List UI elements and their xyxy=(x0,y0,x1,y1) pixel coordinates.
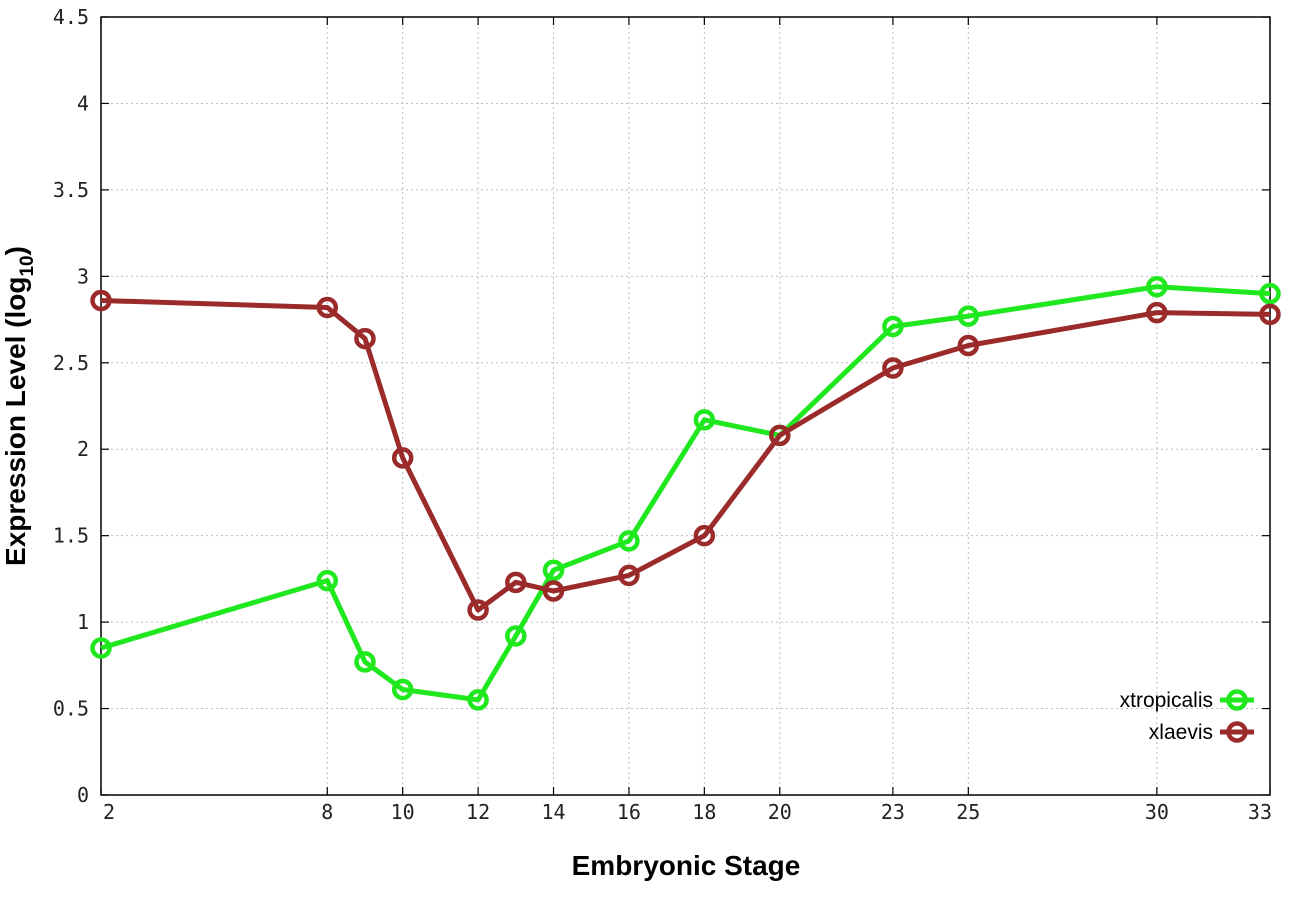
legend-item-xtropicalis: xtropicalis xyxy=(1120,689,1254,712)
data-point-xtropicalis xyxy=(1146,275,1168,298)
x-tick-label: 33 xyxy=(1248,800,1272,824)
x-tick-label: 12 xyxy=(466,800,490,824)
x-tick-label: 2 xyxy=(103,800,115,824)
x-tick-label: 18 xyxy=(692,800,716,824)
legend-label: xlaevis xyxy=(1149,721,1213,744)
data-point-xlaevis xyxy=(90,289,112,312)
data-point-xtropicalis xyxy=(467,689,489,711)
grid-lines xyxy=(101,17,1270,795)
series-xtropicalis xyxy=(90,275,1281,711)
data-point-xlaevis xyxy=(693,524,716,547)
data-point-xlaevis xyxy=(882,357,904,379)
y-tick-label: 3.5 xyxy=(53,178,89,202)
data-point-xlaevis xyxy=(542,580,565,602)
y-tick-label: 3 xyxy=(77,264,89,288)
legend-swatch-marker xyxy=(1226,721,1248,743)
data-point-xlaevis xyxy=(957,334,980,357)
legend-swatch-marker xyxy=(1226,689,1248,711)
data-point-xlaevis xyxy=(618,564,640,587)
data-point-xlaevis xyxy=(769,424,791,447)
y-tick-label: 2 xyxy=(77,437,89,461)
data-point-xtropicalis xyxy=(354,651,376,673)
x-tick-label: 10 xyxy=(391,800,415,824)
series-line-xtropicalis xyxy=(100,284,1271,703)
data-point-xtropicalis xyxy=(542,559,565,581)
y-tick-label: 4 xyxy=(77,91,89,115)
series-layer xyxy=(90,275,1281,711)
data-point-xtropicalis xyxy=(316,569,339,592)
legend: xtropicalis xlaevis xyxy=(1120,689,1254,744)
x-tick-label: 16 xyxy=(617,800,641,824)
data-point-xtropicalis xyxy=(957,305,980,327)
y-tick-label: 0 xyxy=(77,783,89,807)
x-tick-label: 23 xyxy=(881,800,905,824)
x-tick-label: 8 xyxy=(321,800,333,824)
data-point-xlaevis xyxy=(1259,303,1281,326)
series-xlaevis xyxy=(90,289,1281,621)
data-point-xlaevis xyxy=(467,599,489,621)
data-point-xlaevis xyxy=(1146,301,1168,324)
y-tick-label: 4.5 xyxy=(53,5,89,29)
data-point-xlaevis xyxy=(505,571,527,594)
y-tick-label: 1 xyxy=(77,610,89,634)
data-point-xtropicalis xyxy=(693,409,716,431)
x-tick-label: 25 xyxy=(956,800,980,824)
plot-frame xyxy=(100,16,1271,796)
data-point-xlaevis xyxy=(316,296,339,319)
data-point-xtropicalis xyxy=(90,637,112,659)
y-tick-label: 2.5 xyxy=(53,351,89,375)
axis-ticks: 0 0.5 1 1.5 2 2.5 3 3.5 4 4.5 2 8 10 12 14 16 18 20 23 25 30… xyxy=(53,5,1272,824)
data-point-xlaevis xyxy=(391,447,414,469)
series-line-xlaevis xyxy=(100,298,1271,613)
y-tick-label: 1.5 xyxy=(53,524,89,548)
data-point-xtropicalis xyxy=(618,530,640,552)
x-axis-title: Embryonic Stage xyxy=(572,850,801,881)
x-tick-label: 30 xyxy=(1145,800,1169,824)
data-point-xtropicalis xyxy=(505,625,527,647)
data-point-xtropicalis xyxy=(1259,282,1281,305)
data-point-xtropicalis xyxy=(882,315,904,338)
legend-item-xlaevis: xlaevis xyxy=(1149,721,1254,744)
x-tick-label: 14 xyxy=(541,800,565,824)
legend-label: xtropicalis xyxy=(1120,689,1213,712)
y-axis-title: Expression Level (log10) xyxy=(0,246,38,566)
data-point-xtropicalis xyxy=(391,678,414,701)
y-tick-label: 0.5 xyxy=(53,697,89,721)
x-tick-label: 20 xyxy=(768,800,792,824)
data-point-xlaevis xyxy=(354,327,376,350)
